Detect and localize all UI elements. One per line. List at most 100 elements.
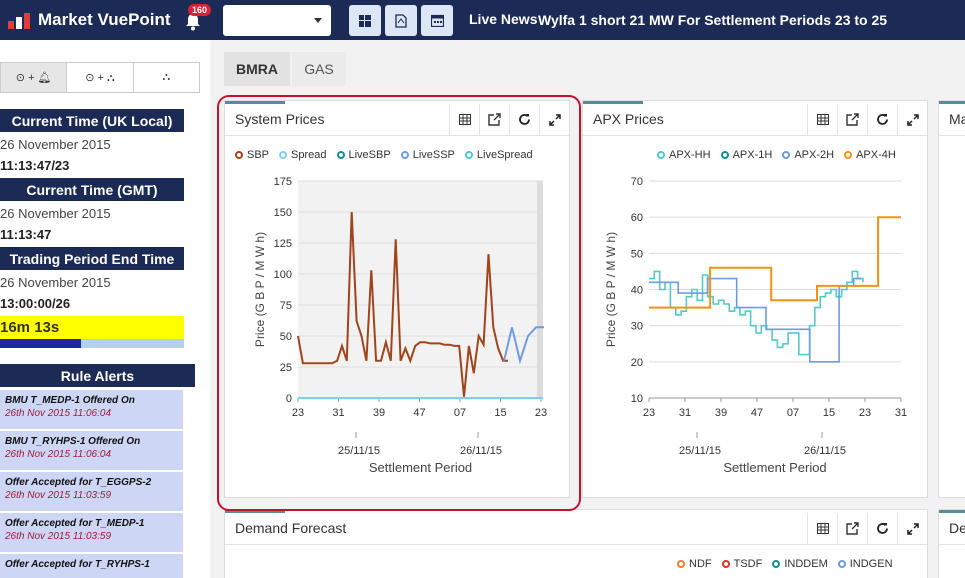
panel-toolbar: [807, 104, 927, 135]
legend-item[interactable]: APX-1H: [720, 149, 772, 161]
apx-prices-title: APX Prices: [593, 111, 664, 127]
legend-item[interactable]: SBP: [235, 149, 269, 161]
popout-button[interactable]: [479, 104, 509, 135]
alert-date: 26th Nov 2015 11:06:04: [5, 408, 112, 419]
expand-button[interactable]: [539, 104, 569, 135]
tab-clock-bell[interactable]: ⊙ + 🔔︎: [1, 63, 68, 92]
table-icon: [816, 523, 829, 534]
legend-item[interactable]: NDF: [677, 558, 712, 570]
countdown-progress-bar: [0, 339, 184, 348]
alert-item[interactable]: Offer Accepted for T_EGGPS-2 26th Nov 20…: [0, 472, 183, 512]
series-line-sbp: [297, 211, 508, 397]
date-label: 26/11/15: [804, 445, 846, 457]
legend-item[interactable]: APX-HH: [657, 149, 711, 161]
alert-item[interactable]: BMU T_RYHPS-1 Offered On 26th Nov 2015 1…: [0, 431, 183, 471]
table-view-button[interactable]: [807, 104, 837, 135]
refresh-button[interactable]: [867, 513, 897, 544]
current-time-uk-time: 11:13:47/23: [0, 158, 70, 173]
refresh-button[interactable]: [509, 104, 539, 135]
calendar-icon: [430, 14, 444, 27]
windows-button[interactable]: [349, 5, 381, 36]
market-select[interactable]: [223, 5, 331, 36]
top-bar: Market VuePoint 160 Live News Wylfa 1 sh…: [0, 0, 965, 40]
legend-label: LiveSpread: [476, 149, 533, 161]
legend-item[interactable]: LiveSSP: [400, 149, 455, 161]
series-line-apx-4h: [649, 216, 901, 309]
system-prices-chart[interactable]: 0 25 50 75 100 125 150 175 23 31 39 47 07 15 23 25/11/1…: [225, 171, 571, 481]
panel-divider: [939, 135, 965, 136]
x-tick-label: 31: [895, 407, 907, 419]
x-tick-label: 07: [454, 407, 466, 419]
legend-item[interactable]: Spread: [279, 149, 327, 161]
alert-title: BMU T_RYHPS-1 Offered On: [5, 436, 141, 447]
notification-count-badge: 160: [188, 4, 212, 16]
sidebar-tabs: ⊙ + 🔔︎ ⊙ + ⛬ ⛬: [0, 62, 200, 93]
x-tick-label: 23: [859, 407, 871, 419]
apx-prices-chart[interactable]: 10 20 30 40 50 60 70 23 31 39 47 07 15 23 31 25/11/15 26…: [583, 171, 929, 481]
y-tick-label: 10: [631, 393, 643, 405]
table-view-button[interactable]: [449, 104, 479, 135]
legend-item[interactable]: APX-4H: [844, 149, 896, 161]
legend-item[interactable]: INDGEN: [837, 558, 893, 570]
live-news-ticker[interactable]: Wylfa 1 short 21 MW For Settlement Perio…: [538, 12, 888, 28]
expand-button[interactable]: [897, 513, 927, 544]
system-prices-panel: System Prices SBP Spread LiveSBP LiveSSP…: [224, 100, 570, 498]
panel-divider: [225, 544, 927, 545]
y-tick-label: 125: [274, 238, 292, 250]
pdf-icon: [395, 13, 407, 28]
countdown-progress-fill: [0, 339, 81, 348]
plot-band: [537, 181, 543, 398]
expand-button[interactable]: [897, 104, 927, 135]
series-line-apx-hh: [649, 270, 864, 356]
y-tick-label: 50: [280, 331, 292, 343]
y-axis-title: Price (G B P / M W h): [604, 232, 618, 347]
y-tick-label: 100: [274, 269, 292, 281]
rule-alerts-heading: Rule Alerts: [0, 364, 195, 387]
expand-icon: [548, 113, 561, 126]
legend-item[interactable]: LiveSBP: [336, 149, 391, 161]
y-tick-label: 175: [274, 176, 292, 188]
alert-title: Offer Accepted for T_RYHPS-1: [5, 559, 150, 570]
alert-item[interactable]: Offer Accepted for T_MEDP-1 26th Nov 201…: [0, 513, 183, 553]
app-logo[interactable]: Market VuePoint: [8, 10, 171, 30]
legend-item[interactable]: LiveSpread: [464, 149, 533, 161]
alert-item[interactable]: BMU T_MEDP-1 Offered On 26th Nov 2015 11…: [0, 390, 183, 430]
tab-bmra[interactable]: BMRA: [224, 52, 290, 86]
bell-icon[interactable]: [184, 13, 202, 31]
legend-item[interactable]: APX-2H: [782, 149, 834, 161]
current-time-gmt-date: 26 November 2015: [0, 206, 111, 221]
legend-item[interactable]: TSDF: [721, 558, 762, 570]
date-label: 25/11/15: [338, 445, 380, 457]
x-tick-label: 47: [751, 407, 763, 419]
tab-hierarchy[interactable]: ⛬: [134, 63, 199, 92]
tab-gas[interactable]: GAS: [292, 52, 346, 86]
legend-item[interactable]: INDDEM: [772, 558, 828, 570]
alert-date: 26th Nov 2015 11:06:04: [5, 449, 112, 460]
legend-label: INDDEM: [784, 558, 828, 570]
x-tick-label: 39: [715, 407, 727, 419]
external-link-icon: [488, 113, 501, 126]
alert-title: Offer Accepted for T_EGGPS-2: [5, 477, 152, 488]
pdf-button[interactable]: [385, 5, 417, 36]
table-view-button[interactable]: [807, 513, 837, 544]
refresh-button[interactable]: [867, 104, 897, 135]
calendar-button[interactable]: [421, 5, 453, 36]
legend-label: LiveSBP: [348, 149, 391, 161]
fourth-panel-title: De: [949, 520, 965, 536]
y-tick-label: 150: [274, 207, 292, 219]
logo-icon: [8, 11, 34, 29]
alert-item[interactable]: Offer Accepted for T_RYHPS-1: [0, 554, 183, 578]
external-link-icon: [846, 113, 859, 126]
expand-icon: [906, 113, 919, 126]
tab-clock-hierarchy[interactable]: ⊙ + ⛬: [67, 63, 134, 92]
current-time-gmt-time: 11:13:47: [0, 227, 52, 242]
popout-button[interactable]: [837, 104, 867, 135]
demand-forecast-title: Demand Forecast: [235, 520, 347, 536]
trading-period-date: 26 November 2015: [0, 275, 111, 290]
series-line-apx-2h: [649, 277, 861, 363]
live-news-label: Live News: [469, 11, 538, 27]
popout-button[interactable]: [837, 513, 867, 544]
apx-prices-legend: APX-HH APX-1H APX-2H APX-4H: [657, 149, 896, 161]
y-tick-label: 30: [631, 321, 643, 333]
legend-label: APX-2H: [794, 149, 835, 161]
